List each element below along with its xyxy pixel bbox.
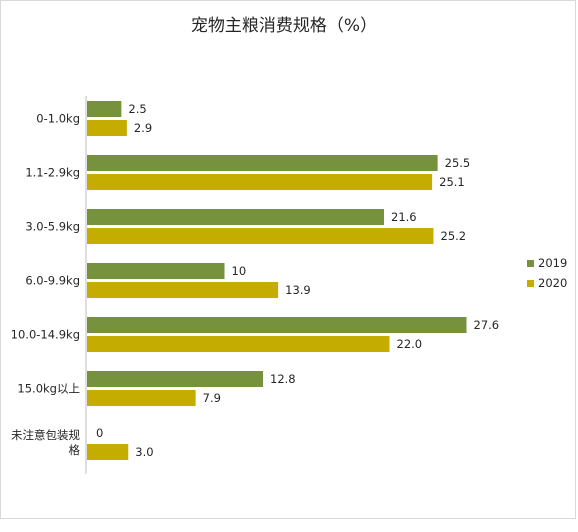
bar-2020	[87, 120, 127, 136]
bar-2020	[87, 228, 434, 244]
data-label: 22.0	[397, 337, 423, 351]
category-label: 格	[69, 443, 81, 457]
legend-label: 2020	[538, 276, 567, 290]
data-label: 25.1	[439, 175, 465, 189]
category-label: 10.0-14.9kg	[11, 328, 80, 342]
bar-2020	[87, 444, 129, 460]
data-label: 25.2	[441, 229, 467, 243]
data-label: 0	[96, 426, 103, 440]
category-label: 6.0-9.9kg	[25, 274, 80, 288]
bar-2019	[87, 155, 438, 171]
bar-2019	[87, 371, 263, 387]
legend-label: 2019	[538, 256, 567, 270]
data-label: 25.5	[445, 156, 471, 170]
chart-frame: 宠物主粮消费规格（%） 0-1.0kg 2.5 2.9 1.1-2.9kg 25.5 25…	[0, 0, 576, 519]
category-label: 0-1.0kg	[36, 112, 80, 126]
data-label: 21.6	[391, 210, 417, 224]
category-label: 3.0-5.9kg	[25, 220, 80, 234]
bar-2019	[87, 317, 467, 333]
bar-2019	[87, 101, 122, 117]
chart-title: 宠物主粮消费规格（%）	[191, 16, 377, 36]
data-label: 10	[232, 264, 247, 278]
bar-2019	[87, 209, 384, 225]
data-label: 27.6	[474, 318, 500, 332]
legend: 2019 2020	[527, 256, 567, 290]
data-label: 12.8	[270, 372, 296, 386]
legend-swatch-2020	[527, 280, 534, 287]
legend-swatch-2019	[527, 260, 534, 267]
bar-2019	[87, 263, 225, 279]
data-label: 7.9	[203, 391, 221, 405]
category-label: 15.0kg以上	[17, 382, 80, 396]
bar-2020	[87, 174, 433, 190]
data-label: 2.9	[134, 121, 152, 135]
bar-2020	[87, 282, 279, 298]
category-label: 1.1-2.9kg	[25, 166, 80, 180]
bar-2020	[87, 336, 390, 352]
category-label: 未注意包装规	[11, 428, 80, 442]
bar-2020	[87, 390, 196, 406]
plot-area: 0-1.0kg 2.5 2.9 1.1-2.9kg 25.5 25.1 3.0-5.9kg 2…	[11, 96, 499, 474]
data-label: 2.5	[128, 102, 146, 116]
data-label: 13.9	[285, 283, 311, 297]
data-label: 3.0	[135, 445, 153, 459]
